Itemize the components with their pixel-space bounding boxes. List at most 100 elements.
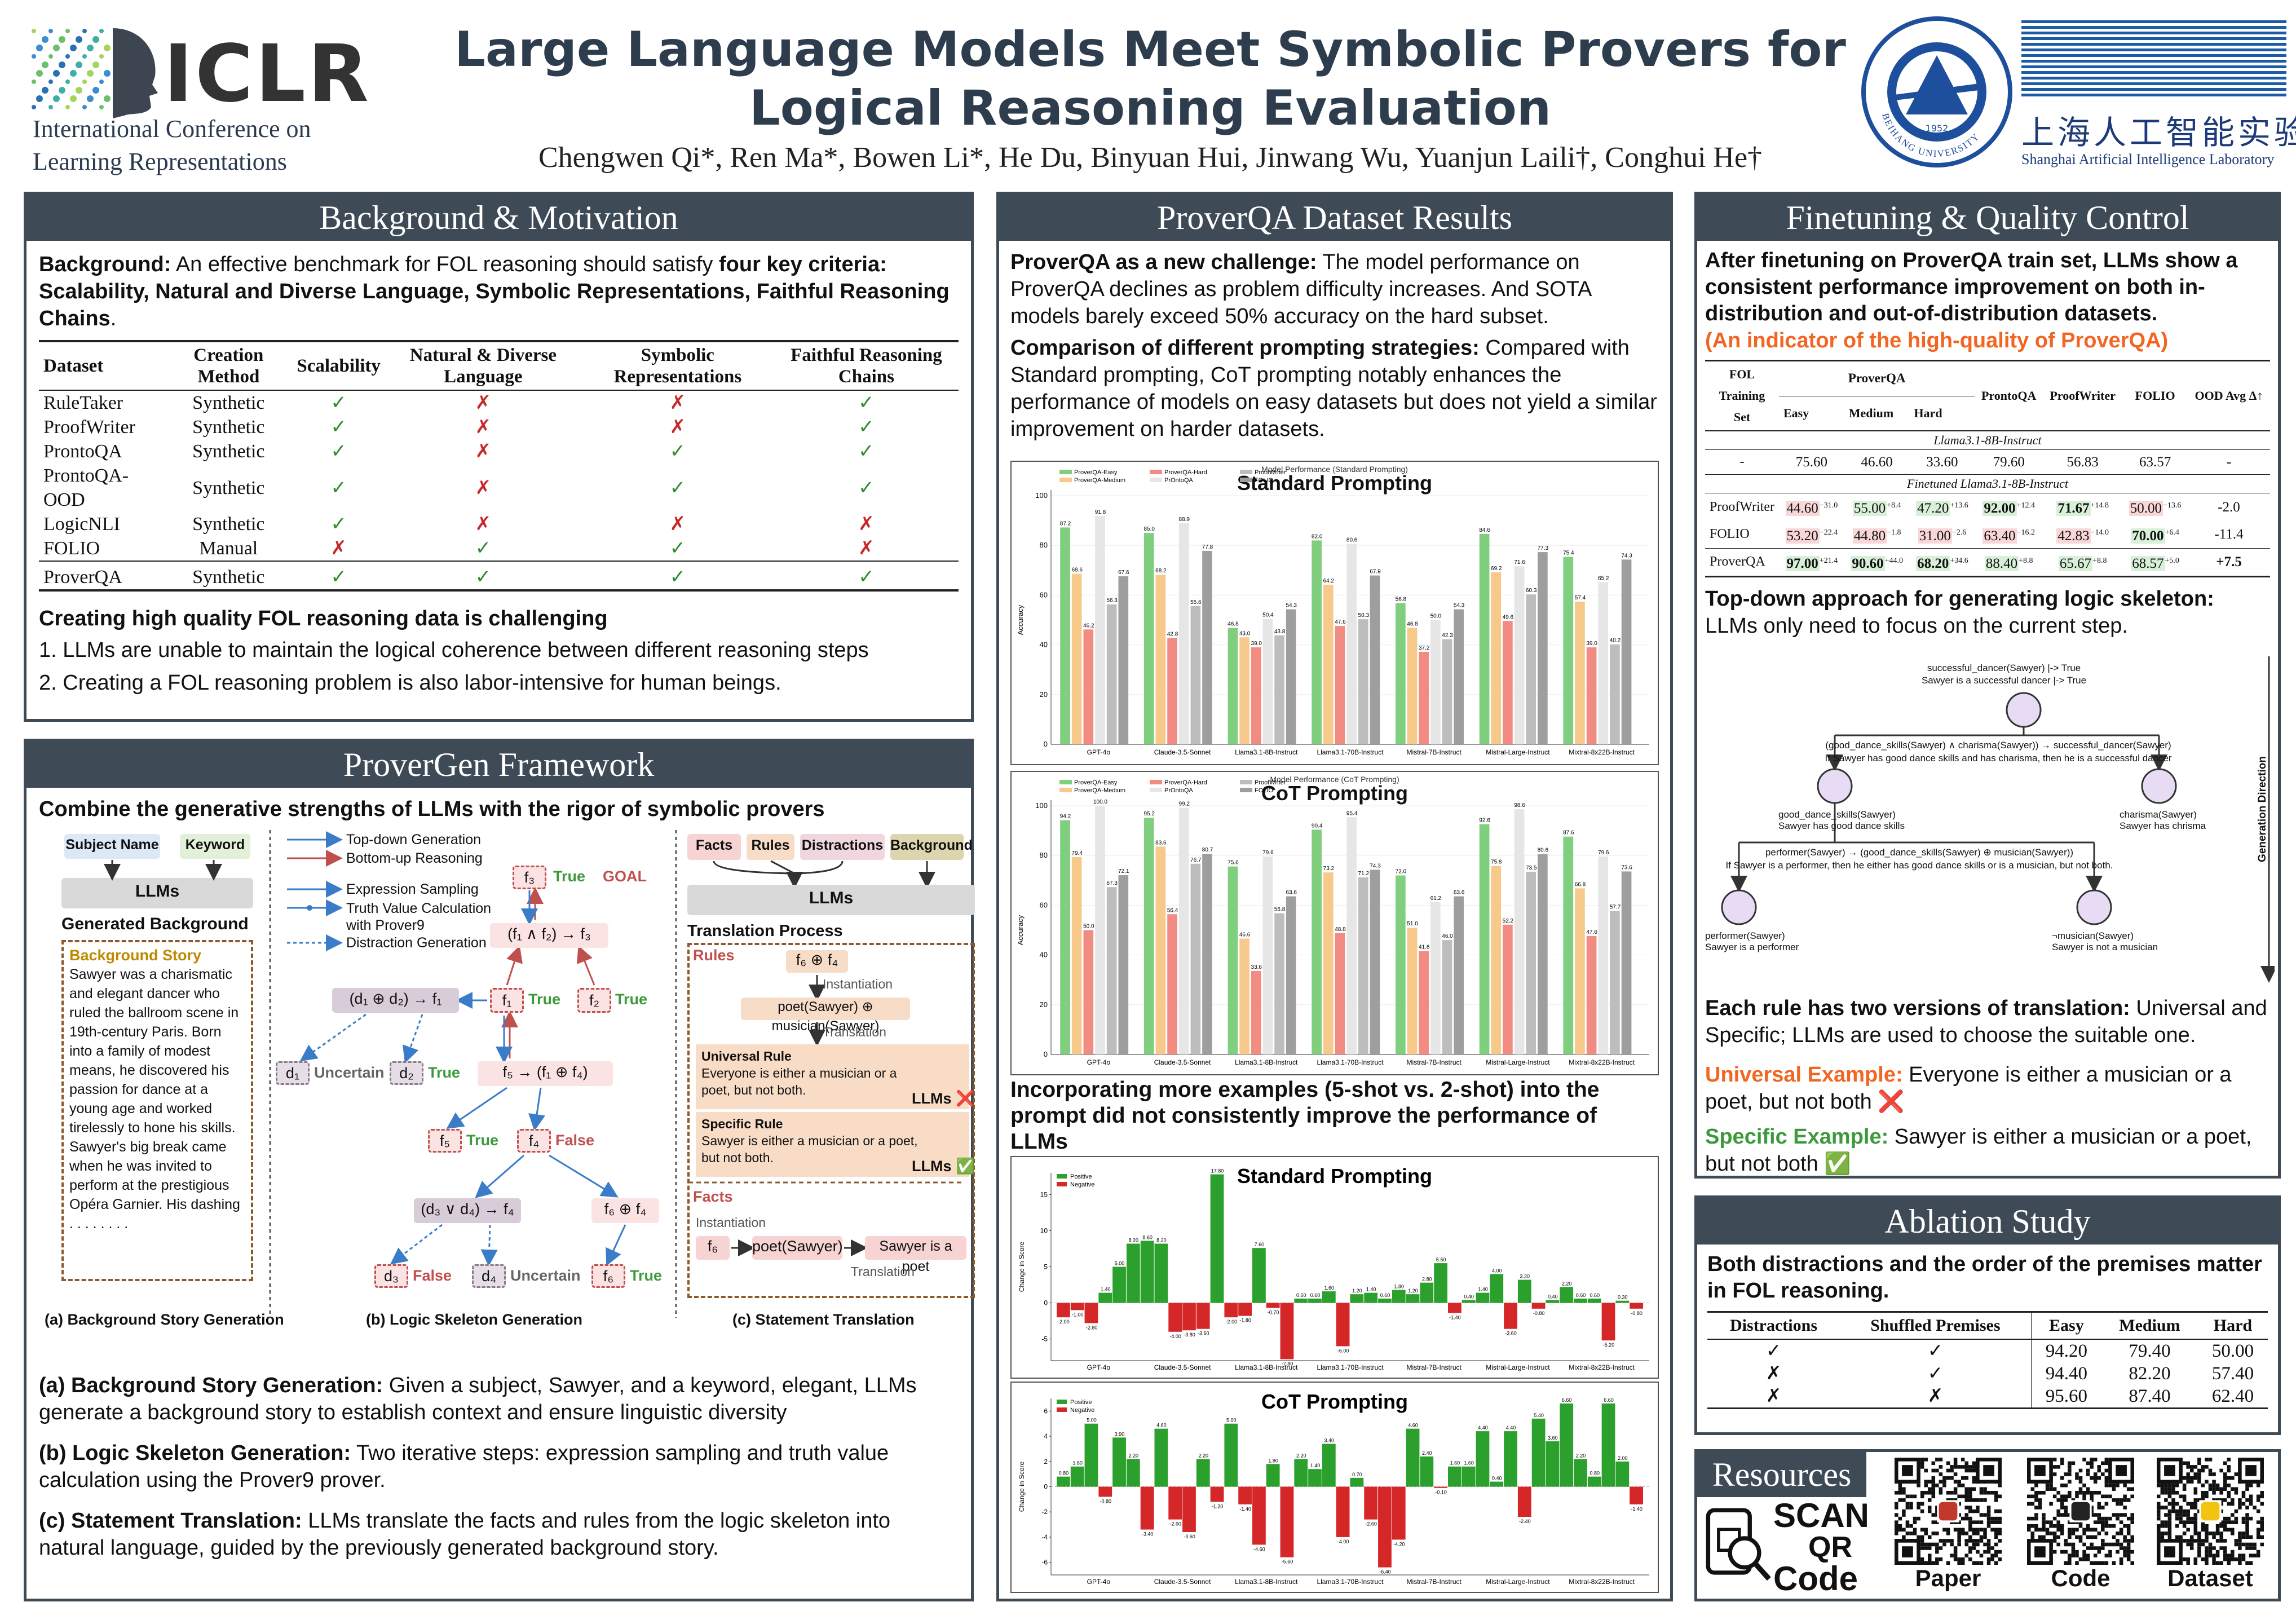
- bar-value-label: 71.6: [1514, 559, 1525, 566]
- check-icon: ✓: [669, 477, 686, 498]
- cell-delta: −13.6: [2163, 501, 2182, 510]
- bar-value-label: 98.6: [1514, 802, 1525, 809]
- logo-dot: [48, 80, 53, 84]
- code-qr-code[interactable]: [2027, 1458, 2134, 1565]
- bar: [1057, 1476, 1070, 1487]
- tree-label: good_dance_skills(Sawyer): [1778, 809, 1896, 820]
- paper-qr-code[interactable]: [1895, 1458, 2002, 1565]
- bar: [1575, 888, 1585, 1054]
- legend-swatch: [1150, 478, 1162, 482]
- bar: [1587, 1298, 1601, 1303]
- cell-delta: −31.0: [1819, 501, 1838, 510]
- score-cell: 94.40: [2030, 1362, 2101, 1385]
- bar: [1322, 1444, 1336, 1487]
- panel-ablation-study: Ablation Study Both distractions and the…: [1694, 1195, 2281, 1435]
- bar-value-label: -0.80: [1100, 1498, 1111, 1504]
- flag-cell: ✓: [1927, 1363, 1944, 1384]
- bar: [1294, 1459, 1308, 1487]
- bar: [1286, 609, 1296, 744]
- tree-edge: [1834, 726, 2160, 761]
- body-text: Sawyer is either a musician or a poet, b…: [1705, 1124, 2252, 1176]
- scan-qr-icon: [1706, 1508, 1771, 1581]
- table-cell: 53.20 −22.4: [1779, 520, 1844, 548]
- check-icon: ✓: [330, 417, 347, 438]
- legend-swatch: [1059, 470, 1072, 474]
- panel-title: Ablation Study: [1697, 1198, 2278, 1245]
- bar-value-label: 2.20: [1562, 1281, 1572, 1286]
- bar: [1294, 1298, 1308, 1303]
- standard-prompting-accuracy-chart: Model Performance (Standard Prompting) St…: [1010, 461, 1659, 765]
- table-header-cell: Natural & Diverse Language: [409, 345, 557, 387]
- bar-value-label: 17.80: [1211, 1168, 1224, 1174]
- figure-label: Top-down Generation: [346, 832, 482, 848]
- legend-swatch: [1150, 470, 1162, 474]
- bar: [1202, 550, 1212, 744]
- table-header-cell: Symbolic Representations: [613, 345, 742, 387]
- legend-label: Positive: [1070, 1173, 1092, 1180]
- bar-value-label: 1.40: [1478, 1287, 1488, 1292]
- y-tick-label: 15: [1040, 1190, 1048, 1198]
- legend-label: PrOntoQA: [1164, 477, 1193, 484]
- bar-value-label: -1.40: [1631, 1506, 1642, 1512]
- caption-a: (a) Background Story Generation: [45, 1311, 284, 1328]
- bar: [1143, 818, 1154, 1054]
- legend-label: ProverQA-Medium: [1074, 787, 1125, 794]
- fact-instantiation: poet(Sawyer): [752, 1236, 843, 1260]
- bar-value-label: 64.2: [1323, 578, 1335, 584]
- bar: [1266, 1464, 1280, 1487]
- bar-value-label: 75.8: [1491, 859, 1502, 866]
- table-row: ProverQA Synthetic ✓ ✓ ✓ ✓: [39, 561, 959, 590]
- legend-swatch: [1057, 1407, 1067, 1412]
- cell-value: 68.57: [2131, 555, 2165, 571]
- topdown-text: LLMs only need to focus on the current s…: [1705, 614, 2128, 638]
- bar: [1479, 824, 1490, 1054]
- node-f3: f₃: [513, 866, 546, 889]
- bar-value-label: 61.2: [1430, 895, 1442, 902]
- bar: [1280, 1486, 1294, 1557]
- panel-proverqa-results: ProverQA Dataset Results ProverQA as a n…: [996, 192, 1673, 1601]
- x-tick-label: Mixtral-8x22B-Instruct: [1569, 748, 1635, 756]
- header-cell: Hard: [2213, 1316, 2253, 1335]
- figure-label: Translation: [823, 1025, 886, 1039]
- emblem-stripe: [2021, 77, 2286, 80]
- fact-f6: f₆: [696, 1236, 730, 1260]
- qr-label: Dataset: [2167, 1565, 2253, 1591]
- bar-value-label: 1.80: [1394, 1283, 1404, 1289]
- bar: [1448, 1466, 1462, 1487]
- bar: [1378, 1298, 1392, 1303]
- bar-value-label: -3.60: [1198, 1331, 1209, 1336]
- bar: [1182, 1303, 1196, 1331]
- tree-label: performer(Sawyer): [1705, 930, 1785, 941]
- llms-box: LLMs: [61, 878, 253, 908]
- bar-value-label: 63.6: [1454, 890, 1465, 896]
- bar: [1419, 651, 1429, 744]
- caption-b: (b) Logic Skeleton Generation: [366, 1311, 583, 1328]
- dataset-name: ProntoQA-OOD: [43, 465, 129, 510]
- bar: [1167, 914, 1177, 1054]
- bar-value-label: 0.40: [1464, 1294, 1474, 1299]
- bar-value-label: 67.6: [1118, 570, 1129, 576]
- bar: [1196, 1459, 1210, 1487]
- fact-text: Sawyer is a poet: [865, 1236, 966, 1274]
- bar: [1598, 856, 1609, 1054]
- bar: [1504, 1303, 1517, 1329]
- dataset-qr-code[interactable]: [2157, 1458, 2264, 1565]
- creation-method: Synthetic: [192, 441, 265, 462]
- tree-node: [2076, 889, 2112, 925]
- dataset-name: RuleTaker: [43, 392, 123, 413]
- legend-swatch: [1059, 478, 1072, 482]
- y-tick-label: -5: [1041, 1335, 1048, 1343]
- figure-label: True: [615, 991, 648, 1008]
- bar: [1419, 951, 1429, 1054]
- bar-value-label: 41.6: [1419, 945, 1430, 951]
- header-cell: ProofWriter: [2050, 389, 2116, 403]
- cross-icon: ✗: [330, 538, 347, 559]
- body-text: .: [110, 307, 117, 330]
- results-paragraph-2: Comparison of different prompting strate…: [1010, 334, 1659, 443]
- bar: [1442, 639, 1452, 744]
- logo-dot: [48, 105, 53, 109]
- bar: [1143, 533, 1154, 744]
- story-heading: Background Story: [69, 947, 202, 964]
- bar-value-label: 85.0: [1144, 526, 1155, 532]
- tree-connectors: [1721, 656, 2275, 983]
